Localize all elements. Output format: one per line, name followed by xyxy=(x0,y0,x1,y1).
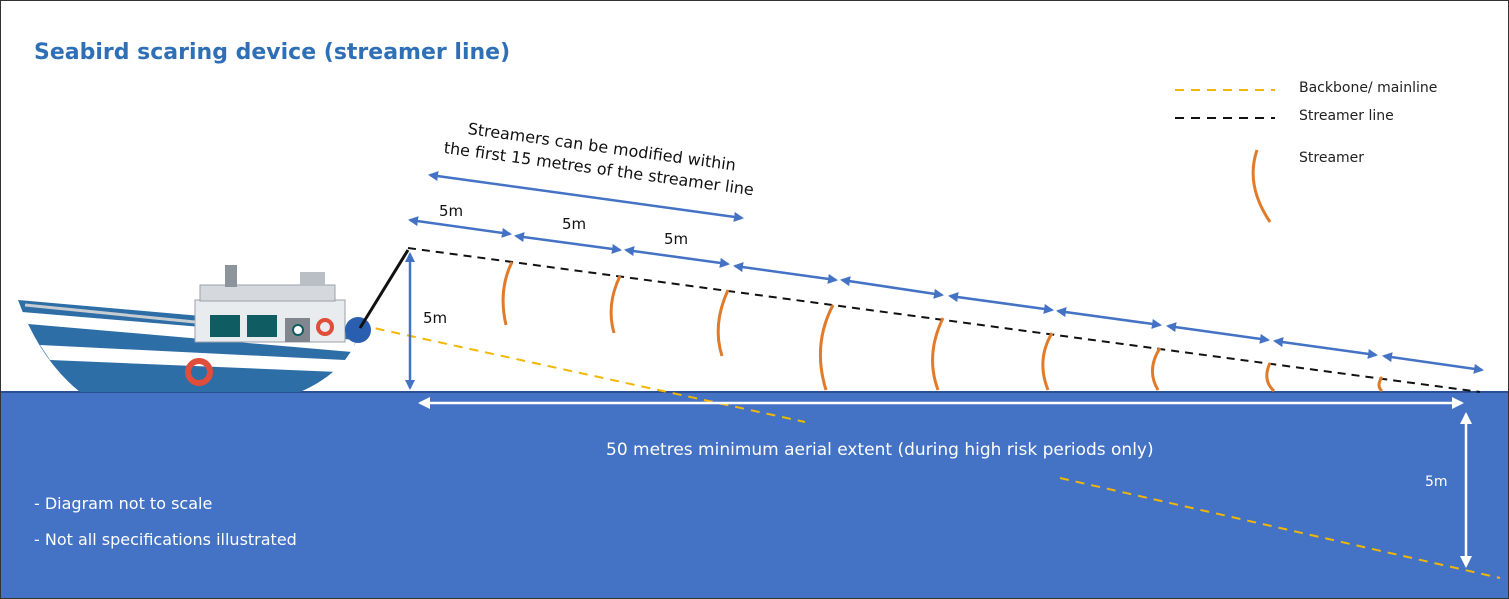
streamer xyxy=(818,304,835,391)
lifebuoy-icon xyxy=(185,358,213,386)
segment-label-2: 5m xyxy=(562,215,587,233)
segment-arrow xyxy=(1166,322,1270,344)
porthole-icon xyxy=(292,324,304,336)
streamer xyxy=(1041,332,1054,391)
tori-pole xyxy=(358,249,410,329)
segment-arrow xyxy=(733,262,838,284)
streamer xyxy=(1377,376,1384,393)
mainline-below xyxy=(1059,477,1501,579)
extent-label: 50 metres minimum aerial extent (during … xyxy=(606,440,1154,460)
segment-arrow xyxy=(948,292,1054,314)
streamer xyxy=(716,289,730,357)
streamer-line xyxy=(407,247,1481,393)
note-specifications: - Not all specifications illustrated xyxy=(34,530,297,549)
height-label: 5m xyxy=(423,309,448,327)
hull-stripe-lower xyxy=(40,345,345,372)
mainline-above xyxy=(359,324,806,423)
depth-label: 5m xyxy=(1425,474,1448,490)
lifebuoy-small-icon xyxy=(316,318,334,336)
first-15m-arrow xyxy=(428,171,744,222)
legend-mainline-label: Backbone/ mainline xyxy=(1299,80,1438,96)
deck-rail xyxy=(24,303,196,324)
streamer xyxy=(1151,347,1162,391)
segment-arrow xyxy=(514,232,622,254)
cabin-window-1 xyxy=(210,315,240,337)
diagram-title: Seabird scaring device (streamer line) xyxy=(34,40,511,65)
legend-streamer-line-label: Streamer line xyxy=(1299,108,1394,124)
segment-arrow xyxy=(408,216,512,238)
streamer xyxy=(931,317,945,391)
boat xyxy=(18,249,410,392)
note-not-to-scale: - Diagram not to scale xyxy=(34,494,213,513)
legend-streamer-label: Streamer xyxy=(1299,150,1365,166)
wheelhouse xyxy=(199,284,336,302)
cabin-window-2 xyxy=(247,315,277,337)
winch-drum xyxy=(345,317,371,343)
segment-arrow xyxy=(840,276,944,299)
segment-label-3: 5m xyxy=(664,230,689,248)
streamer xyxy=(1265,362,1276,393)
segment-label-1: 5m xyxy=(439,202,464,220)
radar xyxy=(300,272,325,286)
streamer xyxy=(501,261,514,326)
mast xyxy=(225,265,237,287)
segment-arrow xyxy=(1056,307,1162,329)
segment-arrow xyxy=(624,246,730,268)
segment-arrow xyxy=(1273,337,1378,359)
streamer xyxy=(609,275,622,334)
legend-streamer-swatch xyxy=(1251,149,1272,223)
segment-arrow xyxy=(1382,352,1484,374)
sea xyxy=(1,392,1508,598)
